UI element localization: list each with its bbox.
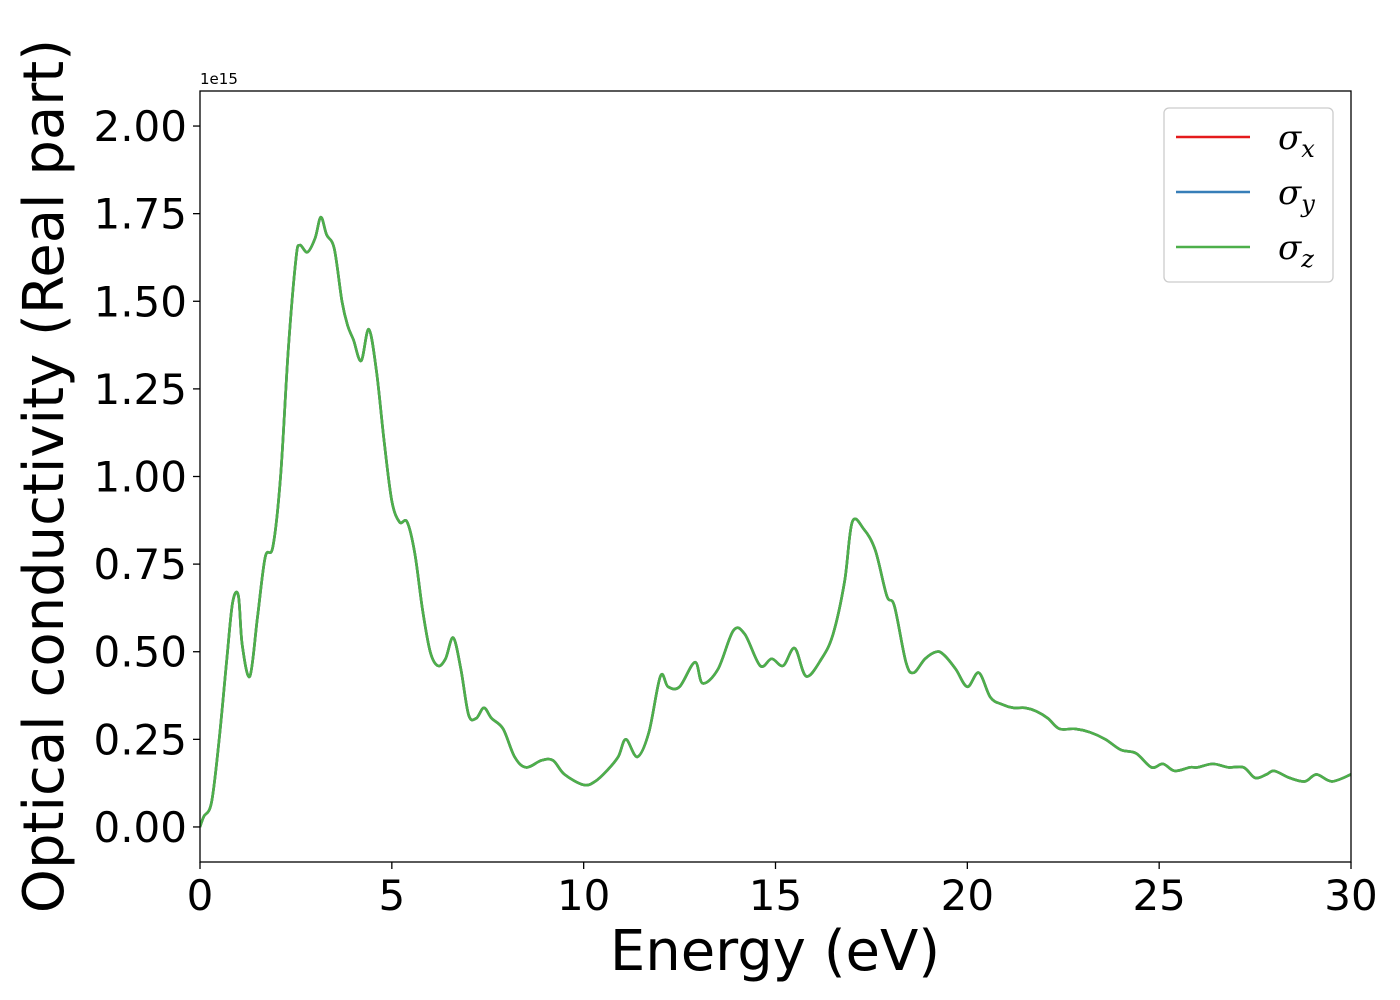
plot-background xyxy=(200,91,1351,862)
y-tick-label: 0.00 xyxy=(93,803,187,852)
x-tick-label: 20 xyxy=(941,871,994,920)
legend-label-y: σy xyxy=(1278,173,1315,218)
x-tick-label: 25 xyxy=(1132,871,1185,920)
x-tick-label: 0 xyxy=(187,871,214,920)
y-tick-label: 2.00 xyxy=(93,102,187,151)
x-axis-label: Energy (eV) xyxy=(610,919,940,984)
y-tick-label: 0.50 xyxy=(93,628,187,677)
y-tick-label: 0.75 xyxy=(93,540,187,589)
x-tick-label: 15 xyxy=(749,871,802,920)
y-tick-label: 1.50 xyxy=(93,277,187,326)
y-axis-label: Optical conductivity (Real part) xyxy=(12,39,77,913)
x-axis: 0 5 10 15 20 25 30 xyxy=(187,862,1378,920)
legend-box xyxy=(1163,107,1334,283)
y-tick-label: 1.25 xyxy=(93,365,187,414)
y-tick-label: 1.75 xyxy=(93,190,187,239)
y-offset-label: 1e15 xyxy=(200,70,238,88)
y-tick-label: 1.00 xyxy=(93,453,187,502)
series-layer xyxy=(200,215,1351,828)
y-axis: 0.00 0.25 0.50 0.75 1.00 1.25 1.50 1.75 2.00 xyxy=(93,102,200,852)
x-tick-label: 30 xyxy=(1324,871,1377,920)
x-tick-label: 5 xyxy=(378,871,405,920)
y-tick-label: 0.25 xyxy=(93,715,187,764)
x-tick-label: 10 xyxy=(557,871,610,920)
series-line-z xyxy=(200,215,1351,828)
